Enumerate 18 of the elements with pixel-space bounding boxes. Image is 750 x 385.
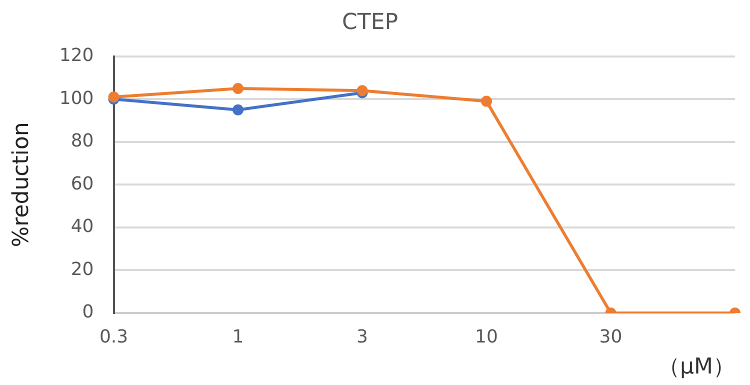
y-tick-label: 0 xyxy=(82,302,94,323)
x-tick-label: 0.3 xyxy=(99,326,128,348)
y-tick-label: 80 xyxy=(70,130,94,152)
y-tick-label: 120 xyxy=(59,45,94,66)
x-tick-label: 1 xyxy=(232,326,244,348)
y-tick-label: 40 xyxy=(70,216,94,238)
point xyxy=(232,82,244,94)
x-tick-label: 3 xyxy=(356,326,368,348)
y-axis-title: %reduction xyxy=(8,122,34,248)
x-tick-label: 10 xyxy=(475,326,498,348)
chart-title: CTEP xyxy=(342,10,398,35)
y-tick-label: 60 xyxy=(70,173,94,194)
point xyxy=(232,104,244,116)
y-tick-label: 20 xyxy=(70,258,94,280)
y-tick-label: 100 xyxy=(59,88,94,109)
x-axis-title: （μM） xyxy=(658,354,735,380)
x-tick-label: 30 xyxy=(599,326,622,348)
point xyxy=(481,96,492,107)
